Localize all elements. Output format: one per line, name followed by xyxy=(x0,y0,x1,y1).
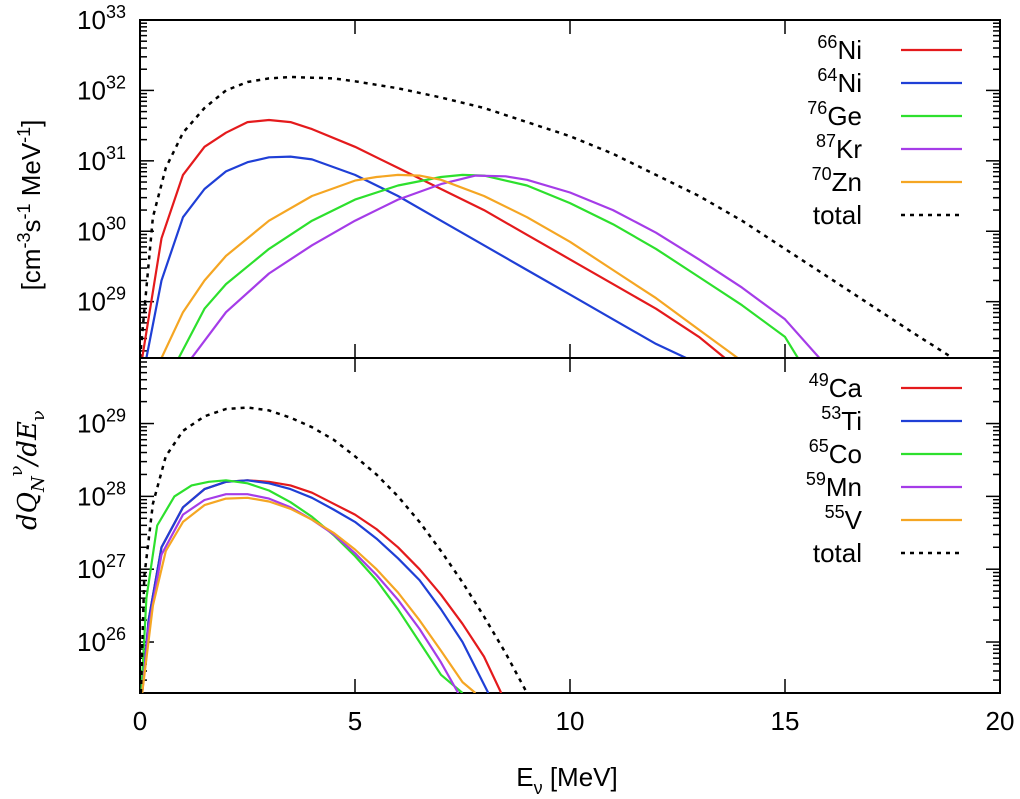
y-tick-label: 1033 xyxy=(77,2,126,35)
y-tick-label: 1029 xyxy=(77,406,126,439)
x-tick-label: 5 xyxy=(348,706,362,736)
series-line-65-co xyxy=(140,479,464,693)
y-tick-label: 1030 xyxy=(77,213,126,246)
x-tick-label: 0 xyxy=(133,706,147,736)
series-line-53-ti xyxy=(141,479,490,693)
panel-frame xyxy=(139,19,1001,359)
series-line-76-ge xyxy=(177,173,799,358)
legend-label: 66Ni xyxy=(817,32,862,65)
legend-label: 70Zn xyxy=(812,164,862,197)
legend-label: total xyxy=(813,538,862,568)
top-y-axis-label: [cm-3s-1 MeV-1] xyxy=(14,120,46,291)
legend-label: 59Mn xyxy=(806,469,862,502)
bottom-y-axis-label: dQNν/dEν xyxy=(6,410,49,530)
y-tick-label: 1032 xyxy=(77,72,126,105)
x-tick-label: 15 xyxy=(771,706,800,736)
legend-label: 87Kr xyxy=(816,131,862,164)
series-line-total xyxy=(140,75,954,358)
legend-label: 76Ge xyxy=(807,98,862,131)
series-line-70-zn xyxy=(160,173,739,358)
top-panel: 1029 1030 1031 1032 1033 66Ni64Ni76Ge87Kr70Zn… xyxy=(77,2,1001,359)
x-tick-label: 10 xyxy=(556,706,585,736)
panel-frame xyxy=(139,357,1001,694)
legend-label: 49Ca xyxy=(809,370,863,403)
legend-label: total xyxy=(813,200,862,230)
series-group xyxy=(140,406,529,693)
x-axis-label: Eν [MeV] xyxy=(516,762,617,798)
series-line-59-mn xyxy=(141,493,460,693)
y-tick-label: 1031 xyxy=(77,143,126,176)
x-tick-label: 20 xyxy=(986,706,1015,736)
legend-label: 53Ti xyxy=(821,403,862,436)
y-tick-label: 1029 xyxy=(77,284,126,317)
legend-label: 64Ni xyxy=(817,65,862,98)
x-axis: 0 5 10 15 20 xyxy=(133,706,1015,736)
series-line-total xyxy=(140,406,529,693)
y-tick-label: 1028 xyxy=(77,478,126,511)
y-tick-label: 1027 xyxy=(77,551,126,584)
series-line-66-ni xyxy=(141,118,726,358)
series-line-87-kr xyxy=(190,174,821,358)
series-line-55-v xyxy=(141,496,477,693)
series-group xyxy=(140,75,954,358)
legend-label: 65Co xyxy=(809,436,862,469)
legend-label: 55V xyxy=(825,502,863,535)
series-line-64-ni xyxy=(145,155,687,358)
y-tick-label: 1026 xyxy=(77,624,126,657)
